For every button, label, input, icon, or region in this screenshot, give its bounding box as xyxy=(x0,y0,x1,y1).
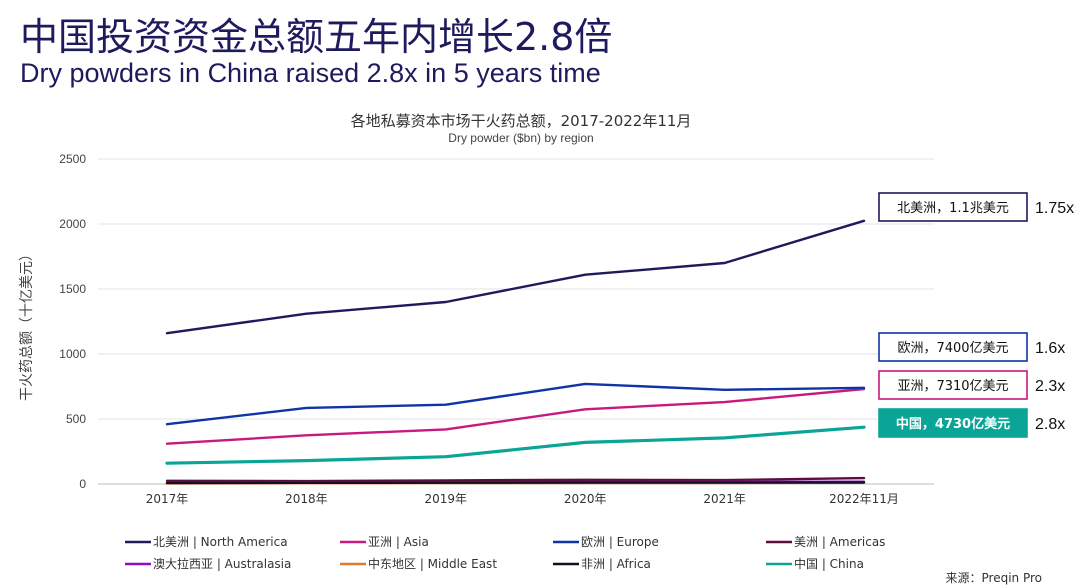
grid-lines xyxy=(98,158,934,485)
legend-label: 中东地区 | Middle East xyxy=(368,556,497,571)
annotation-label: 北美洲，1.1兆美元 xyxy=(897,201,1009,216)
x-tick-label: 2018年 xyxy=(285,492,328,506)
chart-subtitle: Dry powder ($bn) by region xyxy=(448,131,594,145)
annotation-multiplier: 2.3x xyxy=(1035,378,1065,395)
series-line xyxy=(165,387,866,445)
legend-label: 北美洲 | North America xyxy=(153,535,288,549)
annotation-label: 中国，4730亿美元 xyxy=(896,416,1010,432)
legend-label: 亚洲 | Asia xyxy=(368,535,429,549)
annotation-box xyxy=(878,192,1028,222)
annotation-label: 欧洲，7400亿美元 xyxy=(897,341,1008,356)
chart-title: 各地私募资本市场干火药总额，2017-2022年11月 xyxy=(350,112,692,130)
legend-label: 欧洲 | Europe xyxy=(581,535,659,549)
annotation-multiplier: 1.6x xyxy=(1035,340,1065,357)
x-tick-label: 2020年 xyxy=(564,492,607,506)
y-tick-label: 1500 xyxy=(59,282,86,296)
x-tick-labels: 2017年 2018年 2019年 2020年 2021年 2022年11月 xyxy=(146,492,899,506)
annotation-box xyxy=(878,370,1028,400)
annotation-multiplier: 1.75x xyxy=(1035,200,1074,217)
annotations: 北美洲，1.1兆美元 1.75x 欧洲，7400亿美元 1.6x 亚洲，7310亿美元 2… xyxy=(878,192,1074,438)
page-title-en: Dry powders in China raised 2.8x in 5 ye… xyxy=(20,58,601,88)
legend-label: 非洲 | Africa xyxy=(581,557,651,571)
y-tick-label: 2500 xyxy=(59,152,86,166)
x-tick-label: 2017年 xyxy=(146,492,189,506)
series-line xyxy=(165,219,866,335)
legend-label: 澳大拉西亚 | Australasia xyxy=(153,556,291,571)
series-line xyxy=(165,382,866,426)
page-title-cn: 中国投资资金总额五年内增长2.8倍 xyxy=(20,15,613,59)
annotation-label: 亚洲，7310亿美元 xyxy=(897,379,1008,394)
y-tick-label: 0 xyxy=(79,477,86,491)
source-note: 来源：Preqin Pro xyxy=(945,571,1043,585)
annotation-box xyxy=(878,332,1028,362)
x-tick-label: 2022年11月 xyxy=(829,492,899,506)
legend: 北美洲 | North America 亚洲 | Asia 欧洲 | Europe 美… xyxy=(125,535,885,571)
legend-label: 美洲 | Americas xyxy=(794,535,885,549)
y-tick-label: 500 xyxy=(66,412,86,426)
series-line xyxy=(165,476,866,483)
x-tick-label: 2021年 xyxy=(703,492,746,506)
series-line xyxy=(165,481,866,485)
y-tick-labels: 0 500 1000 1500 2000 2500 xyxy=(59,152,86,491)
annotation-multiplier: 2.8x xyxy=(1035,416,1065,433)
legend-label: 中国 | China xyxy=(794,556,864,571)
series-line xyxy=(165,425,866,465)
y-tick-label: 2000 xyxy=(59,217,86,231)
y-tick-label: 1000 xyxy=(59,347,86,361)
annotation-box xyxy=(878,408,1028,438)
series-lines xyxy=(165,219,866,485)
x-tick-label: 2019年 xyxy=(425,492,468,506)
